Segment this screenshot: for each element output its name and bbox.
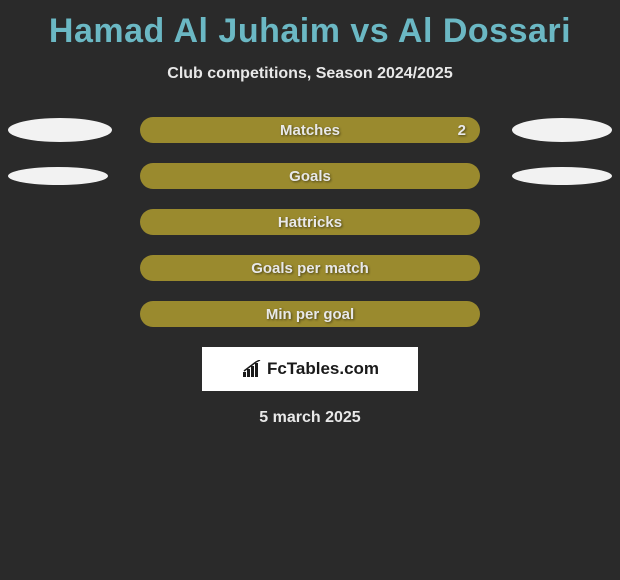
stat-rows: Matches 2 Goals Hattricks Goals per match Min… xyxy=(0,117,620,327)
right-ellipse xyxy=(512,118,612,142)
stat-pill: Matches 2 xyxy=(140,117,480,143)
logo-text: FcTables.com xyxy=(267,359,379,379)
stat-row: Hattricks xyxy=(0,209,620,235)
stat-label: Matches xyxy=(280,122,340,139)
stat-label: Goals per match xyxy=(251,260,369,277)
left-side xyxy=(0,118,140,142)
page-title: Hamad Al Juhaim vs Al Dossari xyxy=(0,0,620,51)
stat-value: 2 xyxy=(458,122,466,139)
stat-label: Min per goal xyxy=(266,306,354,323)
stat-pill: Min per goal xyxy=(140,301,480,327)
left-ellipse xyxy=(8,167,108,185)
stat-pill: Goals xyxy=(140,163,480,189)
stat-pill: Hattricks xyxy=(140,209,480,235)
left-ellipse xyxy=(8,118,112,142)
left-side xyxy=(0,167,140,185)
right-side xyxy=(480,167,620,185)
stat-label: Goals xyxy=(289,168,331,185)
barchart-icon xyxy=(241,360,263,378)
stat-row: Goals xyxy=(0,163,620,189)
stat-row: Min per goal xyxy=(0,301,620,327)
stat-label: Hattricks xyxy=(278,214,342,231)
logo: FcTables.com xyxy=(241,359,379,379)
date-label: 5 march 2025 xyxy=(0,409,620,427)
logo-box: FcTables.com xyxy=(202,347,418,391)
right-side xyxy=(480,118,620,142)
right-ellipse xyxy=(512,167,612,185)
subtitle: Club competitions, Season 2024/2025 xyxy=(0,65,620,83)
stat-row: Matches 2 xyxy=(0,117,620,143)
stat-pill: Goals per match xyxy=(140,255,480,281)
stat-row: Goals per match xyxy=(0,255,620,281)
